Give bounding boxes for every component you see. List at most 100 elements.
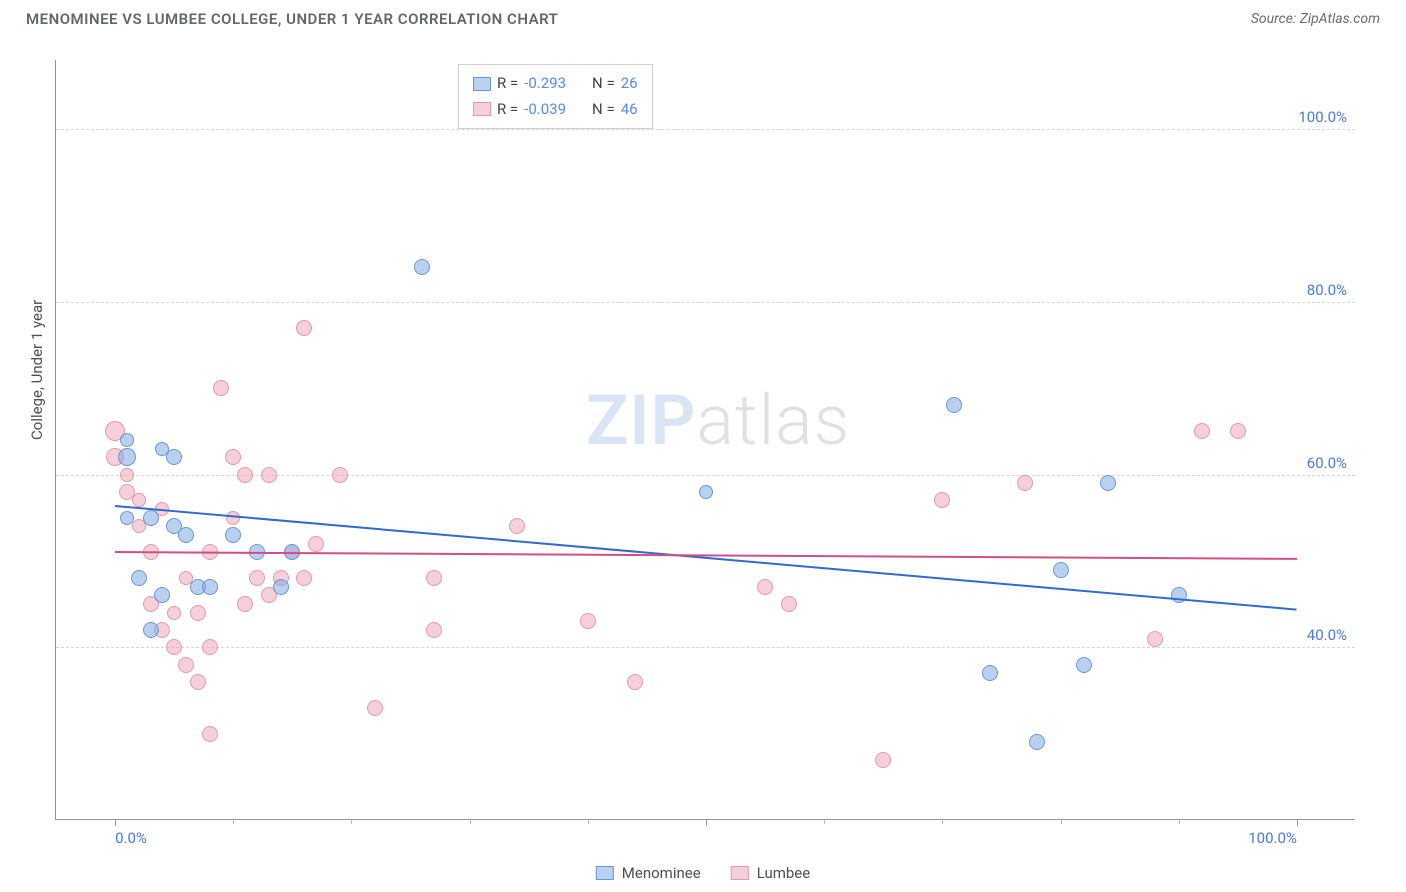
x-tick-label: 100.0%: [1248, 829, 1297, 847]
x-minor-tick: [588, 819, 589, 824]
r-value: -0.293: [524, 71, 566, 97]
scatter-point: [757, 579, 773, 595]
scatter-point: [178, 527, 194, 543]
scatter-point: [118, 448, 136, 466]
scatter-point: [627, 674, 643, 690]
r-value: -0.039: [524, 97, 566, 123]
scatter-point: [1017, 475, 1033, 491]
watermark: ZIPatlas: [586, 380, 850, 462]
scatter-point: [225, 527, 241, 543]
x-minor-tick: [351, 819, 352, 824]
scatter-point: [225, 449, 241, 465]
legend-swatch: [473, 102, 491, 116]
legend-swatch: [596, 866, 614, 880]
n-label: N =: [592, 97, 615, 123]
legend-label: Lumbee: [757, 864, 811, 882]
source-label: Source: ZipAtlas.com: [1251, 11, 1380, 27]
y-tick-label: 80.0%: [1307, 281, 1347, 299]
scatter-point: [1230, 423, 1246, 439]
scatter-point: [332, 467, 348, 483]
x-major-tick: [1297, 819, 1298, 826]
x-minor-tick: [233, 819, 234, 824]
stats-legend-row: R = -0.293 N = 26: [473, 71, 638, 97]
scatter-point: [509, 518, 525, 534]
scatter-point: [237, 596, 253, 612]
scatter-point: [1171, 587, 1187, 603]
scatter-point: [982, 665, 998, 681]
scatter-point: [308, 536, 324, 552]
scatter-point: [202, 726, 218, 742]
scatter-point: [1100, 475, 1116, 491]
scatter-point: [213, 380, 229, 396]
x-minor-tick: [1061, 819, 1062, 824]
r-label: R =: [497, 97, 518, 123]
n-label: N =: [592, 71, 615, 97]
legend-swatch: [731, 866, 749, 880]
legend-swatch: [473, 77, 491, 91]
scatter-point: [190, 605, 206, 621]
scatter-point: [166, 639, 182, 655]
legend-label: Menominee: [622, 864, 701, 882]
scatter-point: [202, 579, 218, 595]
x-major-tick: [706, 819, 707, 826]
scatter-point: [1053, 562, 1069, 578]
x-minor-tick: [824, 819, 825, 824]
scatter-point: [934, 492, 950, 508]
scatter-point: [261, 467, 277, 483]
scatter-point: [166, 449, 182, 465]
gridline: [56, 302, 1355, 303]
x-minor-tick: [1179, 819, 1180, 824]
scatter-point: [1076, 657, 1092, 673]
y-tick-label: 100.0%: [1298, 108, 1347, 126]
x-minor-tick: [470, 819, 471, 824]
x-minor-tick: [942, 819, 943, 824]
plot-area: ZIPatlas 40.0%60.0%80.0%100.0%0.0%100.0%…: [55, 60, 1355, 820]
scatter-point: [120, 468, 134, 482]
chart-header: MENOMINEE VS LUMBEE COLLEGE, UNDER 1 YEA…: [0, 0, 1406, 28]
scatter-point: [237, 467, 253, 483]
scatter-point: [190, 674, 206, 690]
gridline: [56, 129, 1355, 130]
scatter-point: [1194, 423, 1210, 439]
scatter-point: [249, 570, 265, 586]
scatter-point: [1029, 734, 1045, 750]
scatter-point: [167, 606, 181, 620]
scatter-point: [120, 433, 134, 447]
y-tick-label: 60.0%: [1307, 454, 1347, 472]
scatter-point: [296, 320, 312, 336]
scatter-point: [143, 510, 159, 526]
scatter-point: [367, 700, 383, 716]
n-value: 26: [621, 71, 638, 97]
x-tick-label: 0.0%: [115, 829, 147, 847]
x-major-tick: [115, 819, 116, 826]
y-tick-label: 40.0%: [1307, 626, 1347, 644]
scatter-point: [699, 485, 713, 499]
legend-item: Lumbee: [731, 864, 811, 882]
scatter-point: [946, 397, 962, 413]
scatter-point: [296, 570, 312, 586]
scatter-point: [178, 657, 194, 673]
y-axis-label: College, Under 1 year: [28, 300, 46, 440]
scatter-point: [414, 259, 430, 275]
scatter-point: [154, 587, 170, 603]
bottom-legend: Menominee Lumbee: [596, 864, 810, 882]
scatter-point: [426, 622, 442, 638]
r-label: R =: [497, 71, 518, 97]
scatter-point: [781, 596, 797, 612]
scatter-point: [202, 639, 218, 655]
chart-title: MENOMINEE VS LUMBEE COLLEGE, UNDER 1 YEA…: [26, 10, 558, 28]
scatter-point: [580, 613, 596, 629]
scatter-point: [426, 570, 442, 586]
scatter-point: [875, 752, 891, 768]
stats-legend-row: R = -0.039 N = 46: [473, 97, 638, 123]
scatter-point: [1147, 631, 1163, 647]
legend-item: Menominee: [596, 864, 701, 882]
stats-legend: R = -0.293 N = 26 R = -0.039 N = 46: [458, 64, 653, 129]
scatter-point: [131, 570, 147, 586]
scatter-point: [143, 622, 159, 638]
scatter-point: [273, 579, 289, 595]
scatter-point: [132, 493, 146, 507]
n-value: 46: [621, 97, 638, 123]
gridline: [56, 647, 1355, 648]
scatter-point: [120, 511, 134, 525]
